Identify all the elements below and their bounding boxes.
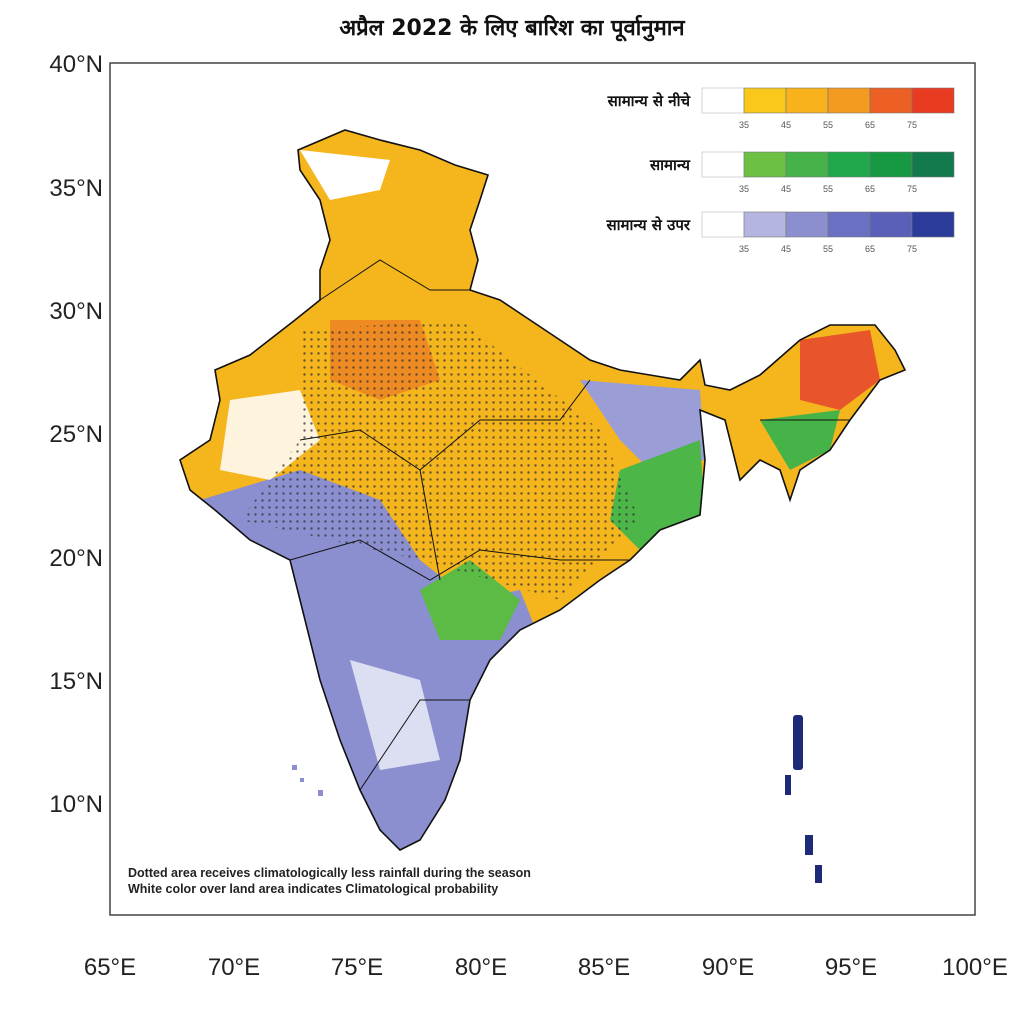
legend-tick-label: 65	[865, 120, 875, 130]
x-axis: 65°E 70°E 75°E 80°E 85°E 90°E 95°E 100°E	[84, 954, 1008, 981]
andaman-nicobar-islands	[785, 715, 822, 883]
legend-tick-label: 55	[823, 120, 833, 130]
note-dotted-area: Dotted area receives climatologically le…	[128, 866, 531, 880]
legend-swatch	[827, 151, 871, 178]
legend-swatch	[869, 151, 913, 178]
climatology-white-north	[300, 150, 390, 200]
legend-swatch	[743, 87, 787, 114]
legend-swatch	[869, 211, 913, 238]
legend-tick-label: 75	[907, 120, 917, 130]
y-tick-label: 20°N	[49, 545, 103, 572]
legend-swatch	[911, 151, 955, 178]
legend-tick-label: 45	[781, 120, 791, 130]
above-normal-region-east	[580, 380, 705, 470]
legend-tick-label: 45	[781, 184, 791, 194]
y-tick-label: 25°N	[49, 421, 103, 448]
legend-swatch	[827, 87, 871, 114]
x-tick-label: 90°E	[702, 954, 754, 981]
legend-label: सामान्य	[649, 156, 691, 174]
legend: सामान्य से नीचे 35 45 55 65 75 सामान्य 35 45 55 65…	[606, 87, 955, 254]
lakshadweep-islands	[292, 765, 323, 796]
y-tick-label: 10°N	[49, 791, 103, 818]
legend-tick-label: 75	[907, 184, 917, 194]
legend-swatch	[701, 87, 745, 114]
y-tick-label: 15°N	[49, 668, 103, 695]
legend-tick-label: 35	[739, 184, 749, 194]
x-tick-label: 100°E	[942, 954, 1008, 981]
x-tick-label: 95°E	[825, 954, 877, 981]
legend-tick-label: 55	[823, 244, 833, 254]
legend-swatch	[785, 211, 829, 238]
legend-tick-label: 65	[865, 244, 875, 254]
legend-swatch	[701, 151, 745, 178]
legend-swatch	[785, 87, 829, 114]
state-boundaries	[289, 259, 850, 791]
y-axis: 40°N 35°N 30°N 25°N 20°N 15°N 10°N	[49, 51, 103, 818]
x-tick-label: 85°E	[578, 954, 630, 981]
strong-below-normal-northeast	[800, 330, 880, 410]
legend-tick-label: 35	[739, 244, 749, 254]
legend-swatch	[701, 211, 745, 238]
legend-tick-label: 65	[865, 184, 875, 194]
y-tick-label: 30°N	[49, 298, 103, 325]
x-tick-label: 75°E	[331, 954, 383, 981]
y-tick-label: 40°N	[49, 51, 103, 78]
legend-swatch	[743, 151, 787, 178]
legend-swatch	[869, 87, 913, 114]
climatology-white-south	[350, 660, 440, 770]
legend-tick-label: 35	[739, 120, 749, 130]
map-title: अप्रैल 2022 के लिए बारिश का पूर्वानुमान	[339, 16, 685, 41]
legend-label: सामान्य से नीचे	[607, 92, 692, 110]
legend-swatch	[785, 151, 829, 178]
legend-swatch	[911, 211, 955, 238]
note-white-color: White color over land area indicates Cli…	[128, 882, 498, 896]
x-tick-label: 80°E	[455, 954, 507, 981]
legend-swatch	[743, 211, 787, 238]
legend-tick-label: 55	[823, 184, 833, 194]
legend-tick-label: 45	[781, 244, 791, 254]
legend-swatch	[827, 211, 871, 238]
x-tick-label: 65°E	[84, 954, 136, 981]
normal-region-northeast	[760, 410, 840, 470]
dotted-area	[240, 320, 640, 600]
legend-tick-label: 75	[907, 244, 917, 254]
legend-swatch	[911, 87, 955, 114]
y-tick-label: 35°N	[49, 175, 103, 202]
x-tick-label: 70°E	[208, 954, 260, 981]
legend-label: सामान्य से उपर	[606, 216, 691, 234]
